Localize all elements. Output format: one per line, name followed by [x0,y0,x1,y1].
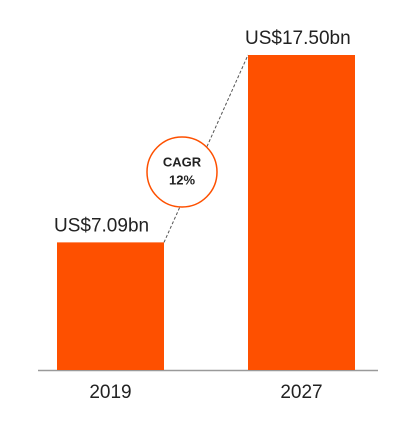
cagr-bubble [146,136,218,208]
bar [57,242,164,370]
annotation: CAGR [163,154,202,169]
x-tick-label: 2027 [280,382,322,403]
x-tick-label: 2019 [89,382,131,403]
bar [248,55,355,370]
annotation: 12% [169,172,195,187]
value-label: US$17.50bn [245,28,351,49]
value-label: US$7.09bn [54,215,149,236]
